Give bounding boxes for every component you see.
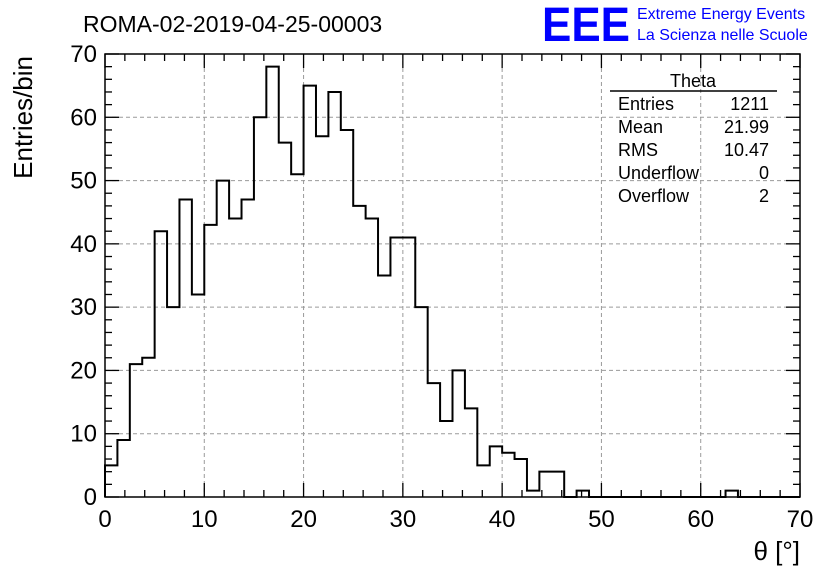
stats-title: Theta xyxy=(670,71,717,91)
logo-mark: EEE xyxy=(542,0,630,52)
stats-row-label: Underflow xyxy=(618,163,700,183)
x-tick-label: 20 xyxy=(290,506,317,533)
y-tick-label: 50 xyxy=(70,168,97,195)
stats-row-value: 1211 xyxy=(730,94,769,114)
stats-row: RMS 10.47 xyxy=(618,140,769,160)
y-tick-label: 10 xyxy=(70,421,97,448)
stats-row: Mean 21.99 xyxy=(618,117,769,137)
x-tick-label: 60 xyxy=(687,506,714,533)
y-tick-label: 0 xyxy=(84,484,97,511)
x-tick-labels: 0 10 20 30 40 50 60 70 xyxy=(98,506,813,533)
x-tick-label: 40 xyxy=(489,506,516,533)
y-tick-label: 60 xyxy=(70,104,97,131)
logo-line-2: La Scienza nelle Scuole xyxy=(637,27,808,44)
y-tick-label: 70 xyxy=(70,41,97,68)
stats-row-label: RMS xyxy=(618,140,658,160)
logo-line-1: Extreme Energy Events xyxy=(637,6,805,23)
stats-row: Overflow 2 xyxy=(618,186,769,206)
y-tick-label: 30 xyxy=(70,294,97,321)
x-axis-label: θ [°] xyxy=(753,536,800,566)
stats-row-label: Mean xyxy=(618,117,663,137)
x-tick-label: 30 xyxy=(390,506,417,533)
stats-row-value: 21.99 xyxy=(724,117,769,137)
stats-row-value: 0 xyxy=(759,163,769,183)
x-tick-label: 0 xyxy=(98,506,111,533)
chart-title: ROMA-02-2019-04-25-00003 xyxy=(83,11,382,37)
stats-row-label: Overflow xyxy=(618,186,690,206)
x-tick-label: 70 xyxy=(787,506,814,533)
y-tick-labels: 0 10 20 30 40 50 60 70 xyxy=(70,41,97,511)
stats-row-value: 10.47 xyxy=(724,140,769,160)
grid-lines xyxy=(105,54,800,497)
y-axis-label: Entries/bin xyxy=(8,56,38,179)
stats-rows: Entries 1211 Mean 21.99 RMS 10.47 Underflow 0 Ov… xyxy=(618,94,769,206)
plot-frame xyxy=(104,53,801,498)
y-tick-label: 40 xyxy=(70,231,97,258)
x-tick-label: 50 xyxy=(588,506,615,533)
axis-ticks xyxy=(104,53,801,498)
stats-row: Underflow 0 xyxy=(618,163,769,183)
y-tick-label: 20 xyxy=(70,357,97,384)
stats-row: Entries 1211 xyxy=(618,94,769,114)
logo: EEE Extreme Energy Events La Scienza nel… xyxy=(542,0,808,52)
x-tick-label: 10 xyxy=(191,506,218,533)
stats-box: Theta Entries 1211 Mean 21.99 RMS 10.47 Underf… xyxy=(610,71,777,206)
stats-row-value: 2 xyxy=(759,186,769,206)
stats-row-label: Entries xyxy=(618,94,674,114)
histogram-outline xyxy=(104,65,800,498)
